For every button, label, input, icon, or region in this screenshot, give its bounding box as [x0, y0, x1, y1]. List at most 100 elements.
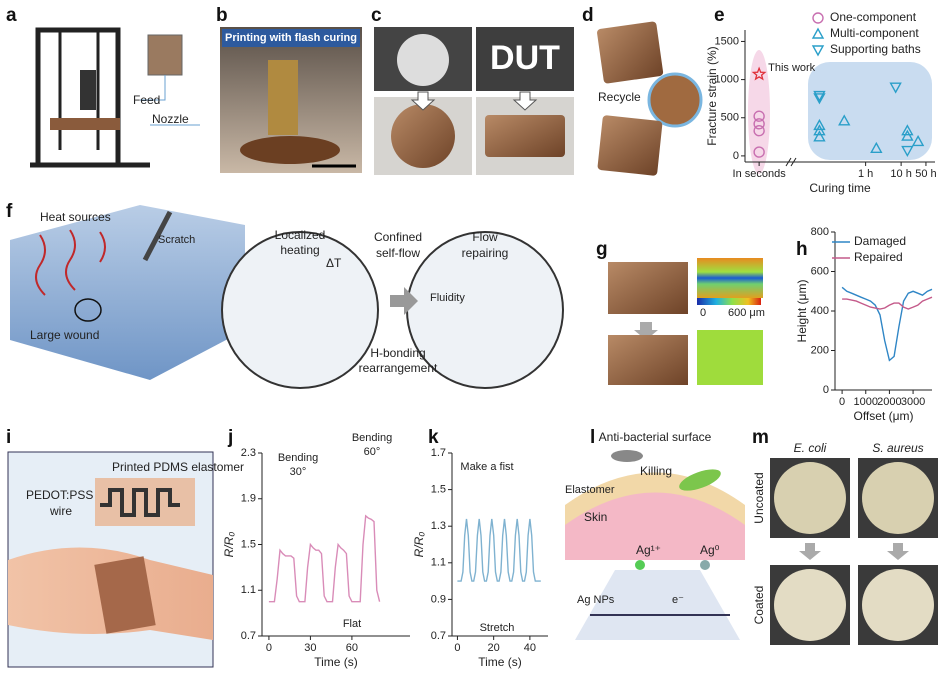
y-tick-label: 1000 [715, 74, 739, 86]
heatmap-damaged [697, 258, 763, 298]
y-tick-label: 1.9 [241, 493, 256, 505]
legend-label: Repaired [854, 250, 903, 264]
y-tick-label: 1.5 [431, 484, 446, 496]
annotation: Bending [278, 452, 318, 464]
legend-marker [811, 45, 825, 57]
point [813, 90, 826, 103]
label: Coated [752, 586, 766, 625]
feed-photo [147, 34, 183, 76]
x-tick-label: 1000 [854, 396, 878, 408]
label: Elastomer [565, 484, 615, 496]
y-tick-label: 0.9 [431, 593, 446, 605]
y-axis-label: Height (μm) [795, 280, 809, 343]
annotation: Bending [352, 432, 392, 444]
x-tick-label: 50 h [915, 168, 936, 180]
label: Ag⁰ [700, 543, 720, 557]
bacterium [679, 469, 721, 491]
panel-label: k [428, 427, 439, 448]
y-tick-label: 0 [823, 384, 829, 396]
y-tick-label: 2.3 [241, 447, 256, 459]
arrows [410, 91, 538, 111]
label: Ag NPs [577, 594, 615, 606]
annotation: Stretch [480, 622, 515, 634]
y-tick-label: 400 [811, 305, 829, 317]
scratch-tool [142, 210, 173, 262]
label: Heat sources [40, 210, 111, 224]
label: Localized [275, 228, 326, 242]
arrows [799, 543, 909, 560]
legend-marker [812, 12, 824, 24]
label: E. coli [794, 441, 827, 455]
x-axis-label: Curing time [809, 181, 871, 195]
material-block [10, 205, 245, 380]
label: e⁻ [672, 594, 684, 606]
panel-label: b [216, 5, 228, 26]
label: Fluidity [430, 292, 465, 304]
point [889, 82, 902, 94]
x-tick-label: 20 [488, 642, 500, 654]
ag-atom [700, 560, 710, 570]
x-tick-label: 40 [524, 642, 536, 654]
point [813, 93, 826, 105]
y-axis-label: Fracture strain (%) [705, 46, 719, 145]
label: PEDOT:PSS [26, 488, 93, 502]
x-tick-label: 0 [839, 396, 845, 408]
label: Anti-bacterial surface [599, 430, 712, 444]
point [901, 124, 914, 136]
heat-arrows [35, 229, 106, 296]
label-recycle: Recycle [598, 90, 641, 104]
dish [862, 569, 934, 641]
print-disc [240, 136, 340, 164]
label: self-flow [376, 246, 420, 260]
colorbar [697, 298, 761, 305]
recycle-fragments [647, 72, 703, 128]
x-tick-label: In seconds [733, 168, 787, 180]
label: heating [280, 243, 319, 257]
label: Ag¹⁺ [636, 543, 661, 557]
label: Uncoated [752, 472, 766, 523]
x-axis-label: Time (s) [478, 655, 522, 669]
y-tick-label: 600 [811, 265, 829, 277]
y-tick-label: 1.1 [241, 584, 256, 596]
arrow [634, 322, 658, 340]
line [268, 514, 381, 603]
zoom-circle [221, 231, 379, 389]
point [753, 146, 765, 158]
x-tick-label: 3000 [901, 396, 925, 408]
region-seconds [748, 50, 770, 174]
panel-label: i [6, 427, 11, 448]
legend-label: One-component [830, 10, 917, 24]
banner [222, 29, 360, 47]
x-tick-label: 0 [454, 642, 460, 654]
panel-label: h [796, 239, 808, 260]
label-nozzle: Nozzle [152, 112, 189, 126]
y-tick-label: 200 [811, 344, 829, 356]
pointer [140, 75, 200, 126]
legend-label: Damaged [854, 234, 906, 248]
line [457, 518, 541, 582]
point [813, 124, 826, 136]
y-tick-label: 800 [811, 226, 829, 238]
printer-illustration [30, 27, 150, 168]
line [842, 296, 933, 310]
axis-break [785, 157, 797, 167]
photo-repaired [608, 335, 688, 385]
point [901, 129, 914, 141]
wound-circle [74, 298, 102, 322]
colorbar-min: 0 [700, 307, 706, 319]
printed-square [597, 115, 663, 176]
label: Large wound [30, 328, 99, 342]
bacterium-dead [611, 450, 643, 462]
panel-label: j [227, 427, 233, 448]
label: Confined [374, 230, 422, 244]
skin-layer [565, 482, 745, 560]
region-hours [808, 62, 932, 160]
point [901, 145, 914, 157]
zoom-region [575, 570, 740, 640]
dish [774, 462, 846, 534]
annotation: This work [768, 62, 816, 74]
y-axis-label: R/R₀ [412, 532, 426, 558]
y-tick-label: 1.7 [431, 447, 446, 459]
printed-disc [391, 104, 455, 168]
